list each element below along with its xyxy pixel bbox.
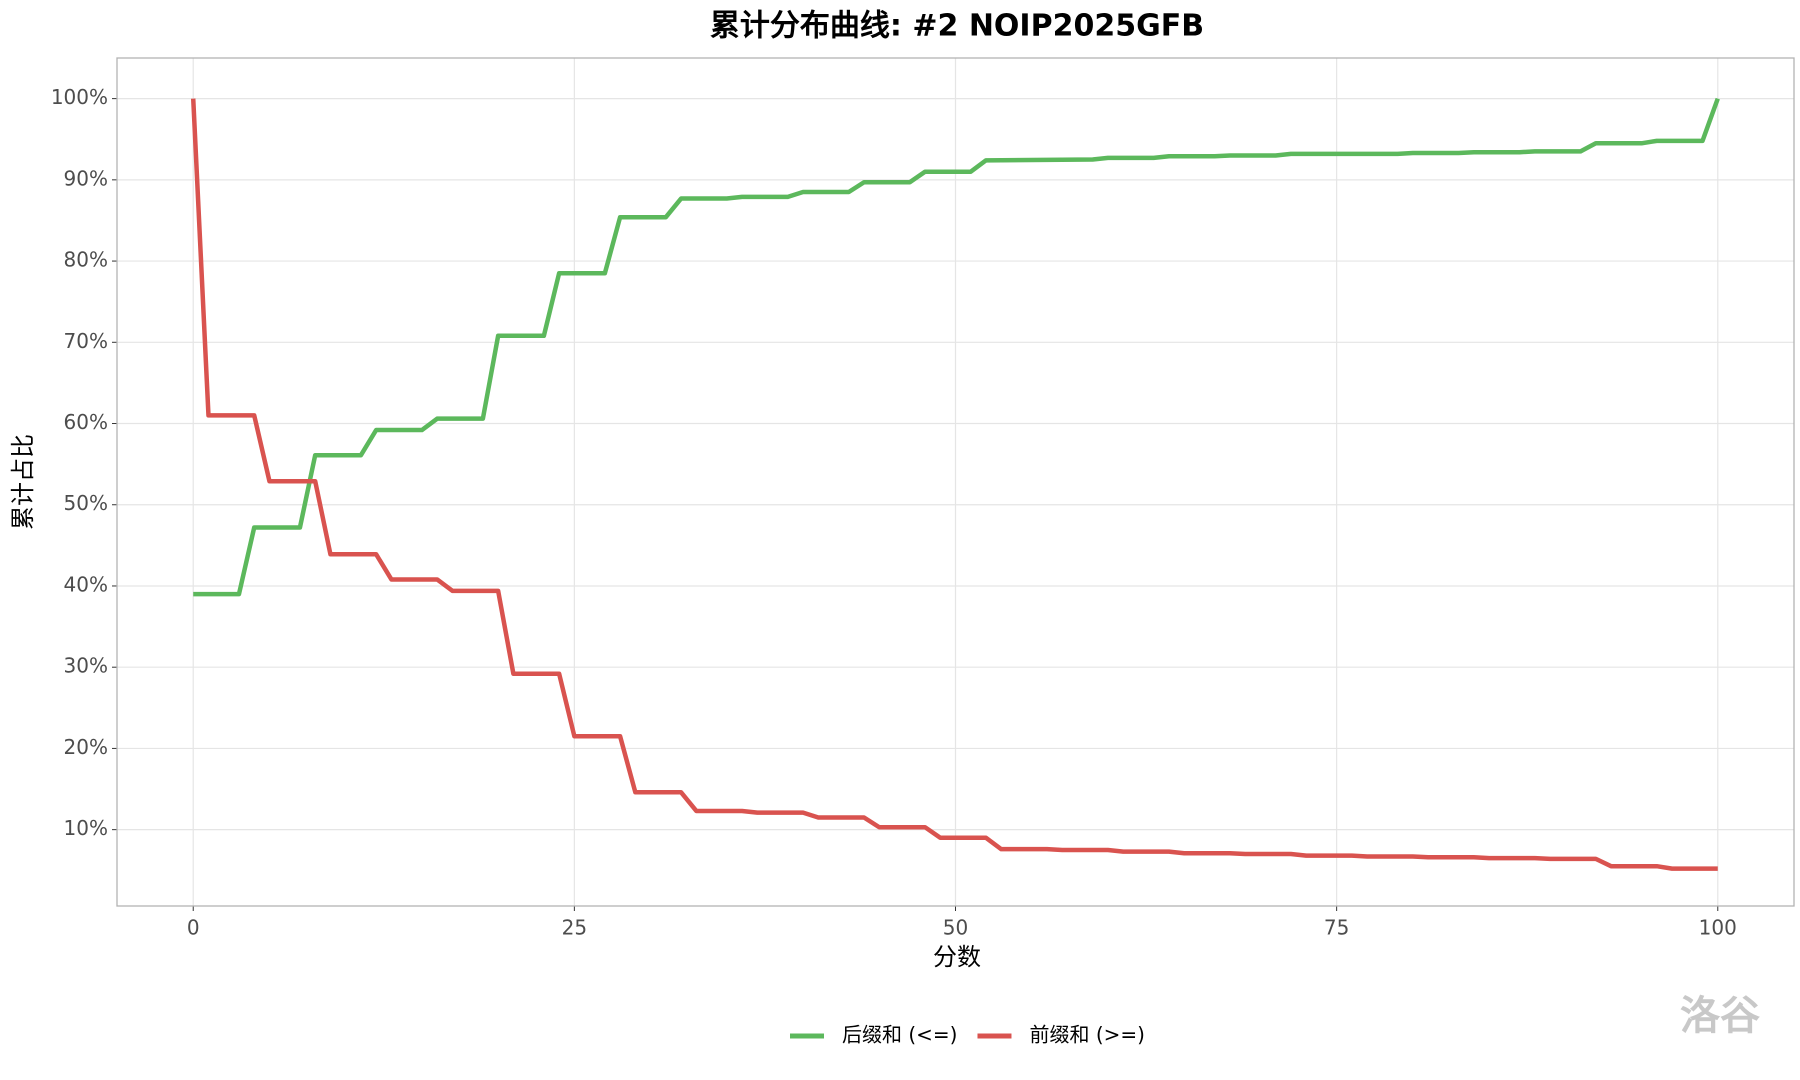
plot-border bbox=[116, 57, 1795, 907]
x-tick-label: 100 bbox=[1699, 916, 1737, 940]
y-tick-label: 90% bbox=[64, 166, 108, 190]
x-axis-label: 分数 bbox=[933, 943, 981, 971]
y-tick-label: 20% bbox=[64, 735, 108, 759]
y-tick-label: 10% bbox=[64, 816, 108, 840]
x-tick-label: 25 bbox=[562, 916, 587, 940]
y-tick-label: 70% bbox=[64, 329, 108, 353]
y-tick-label: 50% bbox=[64, 491, 108, 515]
y-tick-label: 30% bbox=[64, 654, 108, 678]
x-tick-label: 75 bbox=[1324, 916, 1349, 940]
x-tick-label: 50 bbox=[943, 916, 968, 940]
y-axis-label: 累计占比 bbox=[9, 434, 37, 530]
chart-title: 累计分布曲线: #2 NOIP2025GFB bbox=[710, 9, 1204, 44]
y-tick-label: 100% bbox=[51, 85, 108, 109]
legend-label: 前缀和 (>=) bbox=[1029, 1023, 1144, 1047]
legend-label: 后缀和 (<=) bbox=[842, 1023, 957, 1047]
y-tick-label: 80% bbox=[64, 248, 108, 272]
series-line bbox=[193, 97, 1720, 597]
x-tick-label: 0 bbox=[187, 916, 200, 940]
y-tick-label: 60% bbox=[64, 410, 108, 434]
watermark: 洛谷 bbox=[1680, 993, 1760, 1039]
y-tick-label: 40% bbox=[64, 572, 108, 596]
series-line bbox=[190, 98, 1718, 871]
